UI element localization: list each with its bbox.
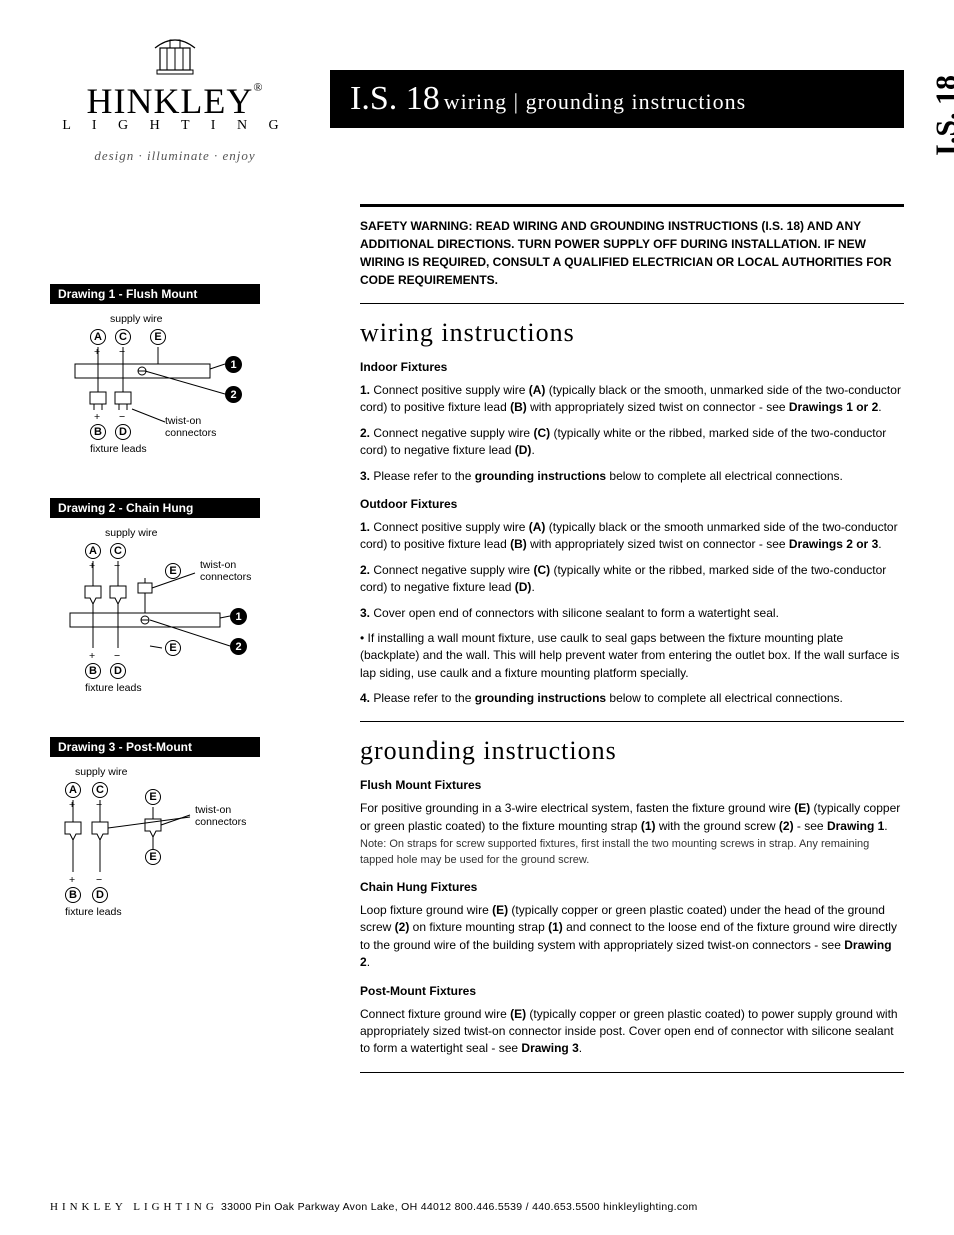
outdoor-bullet: • If installing a wall mount fixture, us… xyxy=(360,630,904,682)
label-d: D xyxy=(92,887,108,903)
flush-mount-note: Note: On straps for screw supported fixt… xyxy=(360,837,904,868)
minus-sign: − xyxy=(114,651,120,663)
page-title-bar: I.S. 18 wiring | grounding instructions xyxy=(330,70,904,128)
drawing-3-title: Drawing 3 - Post-Mount xyxy=(50,737,260,757)
title-rest: wiring | grounding instructions xyxy=(444,89,746,114)
callout-2: 2 xyxy=(225,386,242,403)
flush-mount-body: For positive grounding in a 3-wire elect… xyxy=(360,800,904,835)
title-code: I.S. 18 xyxy=(350,80,440,117)
brand-subtitle: L I G H T I N G xyxy=(50,118,300,134)
fixture-leads-label: fixture leads xyxy=(85,683,142,695)
post-mount-head: Post-Mount Fixtures xyxy=(360,984,904,998)
plus-sign: + xyxy=(94,412,100,424)
label-b: B xyxy=(90,424,106,440)
outdoor-step-3: 3. Cover open end of connectors with sil… xyxy=(360,605,904,622)
drawing-2-diagram: supply wire A C E + − twist-on connector… xyxy=(50,528,280,713)
footer-contact: 33000 Pin Oak Parkway Avon Lake, OH 4401… xyxy=(221,1201,698,1213)
minus-sign: − xyxy=(119,412,125,424)
fixture-leads-label: fixture leads xyxy=(90,444,147,456)
side-tab-label: I.S. 18 xyxy=(930,75,954,156)
indoor-step-3: 3. Please refer to the grounding instruc… xyxy=(360,468,904,485)
indoor-fixtures-head: Indoor Fixtures xyxy=(360,360,904,374)
wiring-section-title: wiring instructions xyxy=(360,318,904,348)
plus-sign: + xyxy=(89,651,95,663)
chain-hung-body: Loop fixture ground wire (E) (typically … xyxy=(360,902,904,972)
page-footer: HINKLEY LIGHTING 33000 Pin Oak Parkway A… xyxy=(50,1201,904,1213)
callout-2: 2 xyxy=(230,638,247,655)
label-e: E xyxy=(145,849,161,865)
label-d: D xyxy=(115,424,131,440)
outdoor-step-2: 2. Connect negative supply wire (C) (typ… xyxy=(360,562,904,597)
outdoor-fixtures-head: Outdoor Fixtures xyxy=(360,497,904,511)
lantern-icon xyxy=(145,30,205,78)
brand-name: HINKLEY® xyxy=(50,80,300,122)
drawing-1-title: Drawing 1 - Flush Mount xyxy=(50,284,260,304)
drawing-2: Drawing 2 - Chain Hung supply wire A C E… xyxy=(50,498,320,713)
outdoor-step-4: 4. Please refer to the grounding instruc… xyxy=(360,690,904,707)
minus-sign: − xyxy=(96,875,102,887)
callout-1: 1 xyxy=(225,356,242,373)
fixture-leads-label: fixture leads xyxy=(65,907,122,919)
drawing-1-diagram: supply wire A C E + − xyxy=(50,314,280,474)
indoor-step-1: 1. Connect positive supply wire (A) (typ… xyxy=(360,382,904,417)
brand-logo: HINKLEY® L I G H T I N G design · illumi… xyxy=(50,30,300,164)
safety-warning: SAFETY WARNING: READ WIRING AND GROUNDIN… xyxy=(360,217,904,289)
twist-on-label: twist-on connectors xyxy=(165,416,225,439)
drawing-2-title: Drawing 2 - Chain Hung xyxy=(50,498,260,518)
footer-brand: HINKLEY LIGHTING xyxy=(50,1201,218,1213)
drawing-3: Drawing 3 - Post-Mount supply wire A C E… xyxy=(50,737,320,932)
divider xyxy=(360,721,904,722)
label-d: D xyxy=(110,663,126,679)
label-b: B xyxy=(65,887,81,903)
callout-1: 1 xyxy=(230,608,247,625)
plus-sign: + xyxy=(69,875,75,887)
post-mount-body: Connect fixture ground wire (E) (typical… xyxy=(360,1006,904,1058)
divider xyxy=(360,204,904,207)
drawing-3-diagram: supply wire A C E + − twist-on connector… xyxy=(50,767,280,932)
grounding-section-title: grounding instructions xyxy=(360,736,904,766)
indoor-step-2: 2. Connect negative supply wire (C) (typ… xyxy=(360,425,904,460)
drawing-1: Drawing 1 - Flush Mount supply wire A C … xyxy=(50,284,320,474)
brand-tagline: design · illuminate · enjoy xyxy=(50,148,300,164)
divider xyxy=(360,1072,904,1073)
outdoor-step-1: 1. Connect positive supply wire (A) (typ… xyxy=(360,519,904,554)
flush-mount-head: Flush Mount Fixtures xyxy=(360,778,904,792)
divider xyxy=(360,303,904,304)
label-e: E xyxy=(165,640,181,656)
chain-hung-head: Chain Hung Fixtures xyxy=(360,880,904,894)
label-b: B xyxy=(85,663,101,679)
